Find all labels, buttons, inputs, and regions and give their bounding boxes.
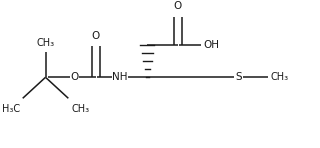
Text: S: S xyxy=(236,72,242,82)
Text: OH: OH xyxy=(204,40,220,50)
Text: CH₃: CH₃ xyxy=(271,72,289,82)
Text: CH₃: CH₃ xyxy=(71,104,90,114)
Text: O: O xyxy=(92,31,100,41)
Text: H₃C: H₃C xyxy=(2,104,20,114)
Text: NH: NH xyxy=(112,72,128,82)
Text: O: O xyxy=(70,72,78,82)
Text: O: O xyxy=(174,1,182,12)
Text: CH₃: CH₃ xyxy=(36,38,55,48)
